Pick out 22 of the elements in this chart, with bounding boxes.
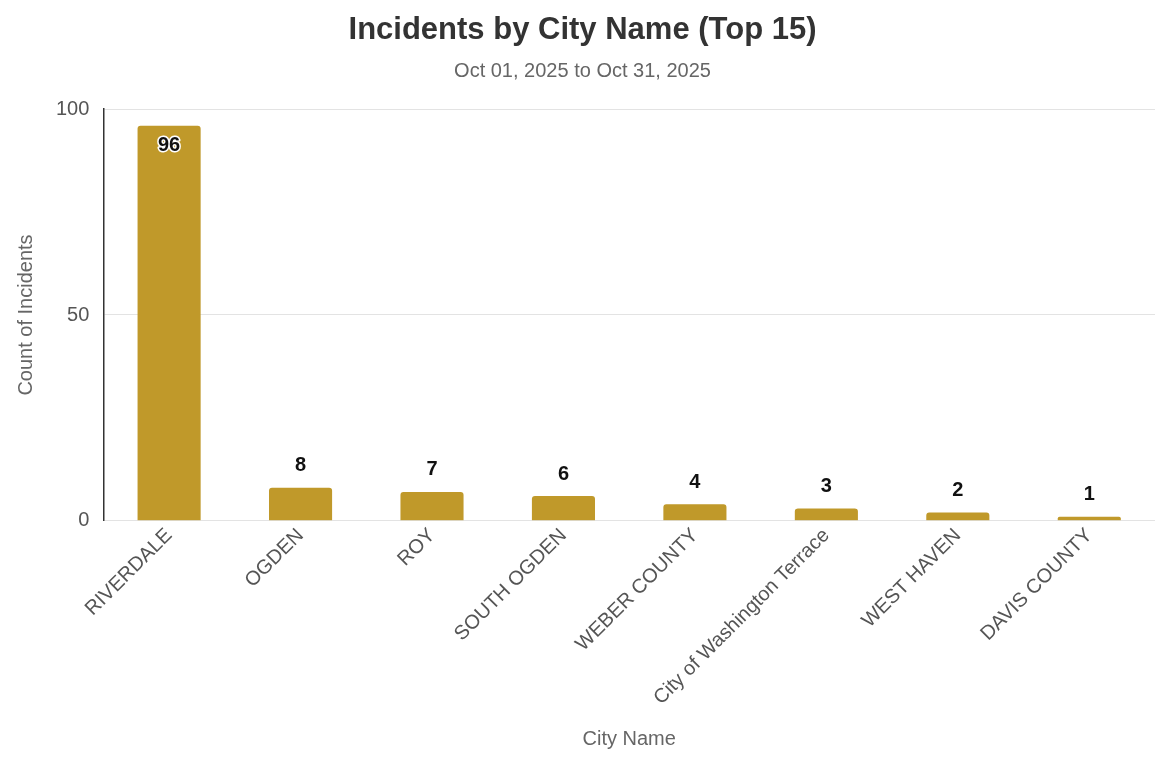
bar bbox=[137, 125, 201, 521]
data-label: 6 bbox=[557, 461, 570, 484]
y-axis-title: Count of Incidents bbox=[13, 234, 36, 396]
data-label: 3 bbox=[820, 473, 832, 496]
data-label: 8 bbox=[294, 453, 307, 476]
y-tick-label: 0 bbox=[78, 508, 90, 531]
data-label: 4 bbox=[689, 469, 702, 492]
data-label: 2 bbox=[952, 478, 964, 501]
y-tick-label: 100 bbox=[55, 96, 90, 119]
chart-title: Incidents by City Name (Top 15) bbox=[348, 11, 817, 47]
bar bbox=[663, 504, 727, 521]
chart-subtitle: Oct 01, 2025 to Oct 31, 2025 bbox=[454, 58, 711, 81]
bar bbox=[269, 487, 333, 521]
bar bbox=[400, 491, 464, 521]
bar bbox=[531, 496, 596, 521]
y-tick-label: 50 bbox=[67, 302, 90, 325]
x-axis-title: City Name bbox=[582, 726, 676, 749]
data-label: 1 bbox=[1083, 482, 1095, 505]
bar bbox=[926, 512, 990, 521]
data-label: 7 bbox=[426, 457, 438, 480]
data-label: 96 bbox=[157, 133, 181, 156]
bar bbox=[794, 508, 858, 521]
